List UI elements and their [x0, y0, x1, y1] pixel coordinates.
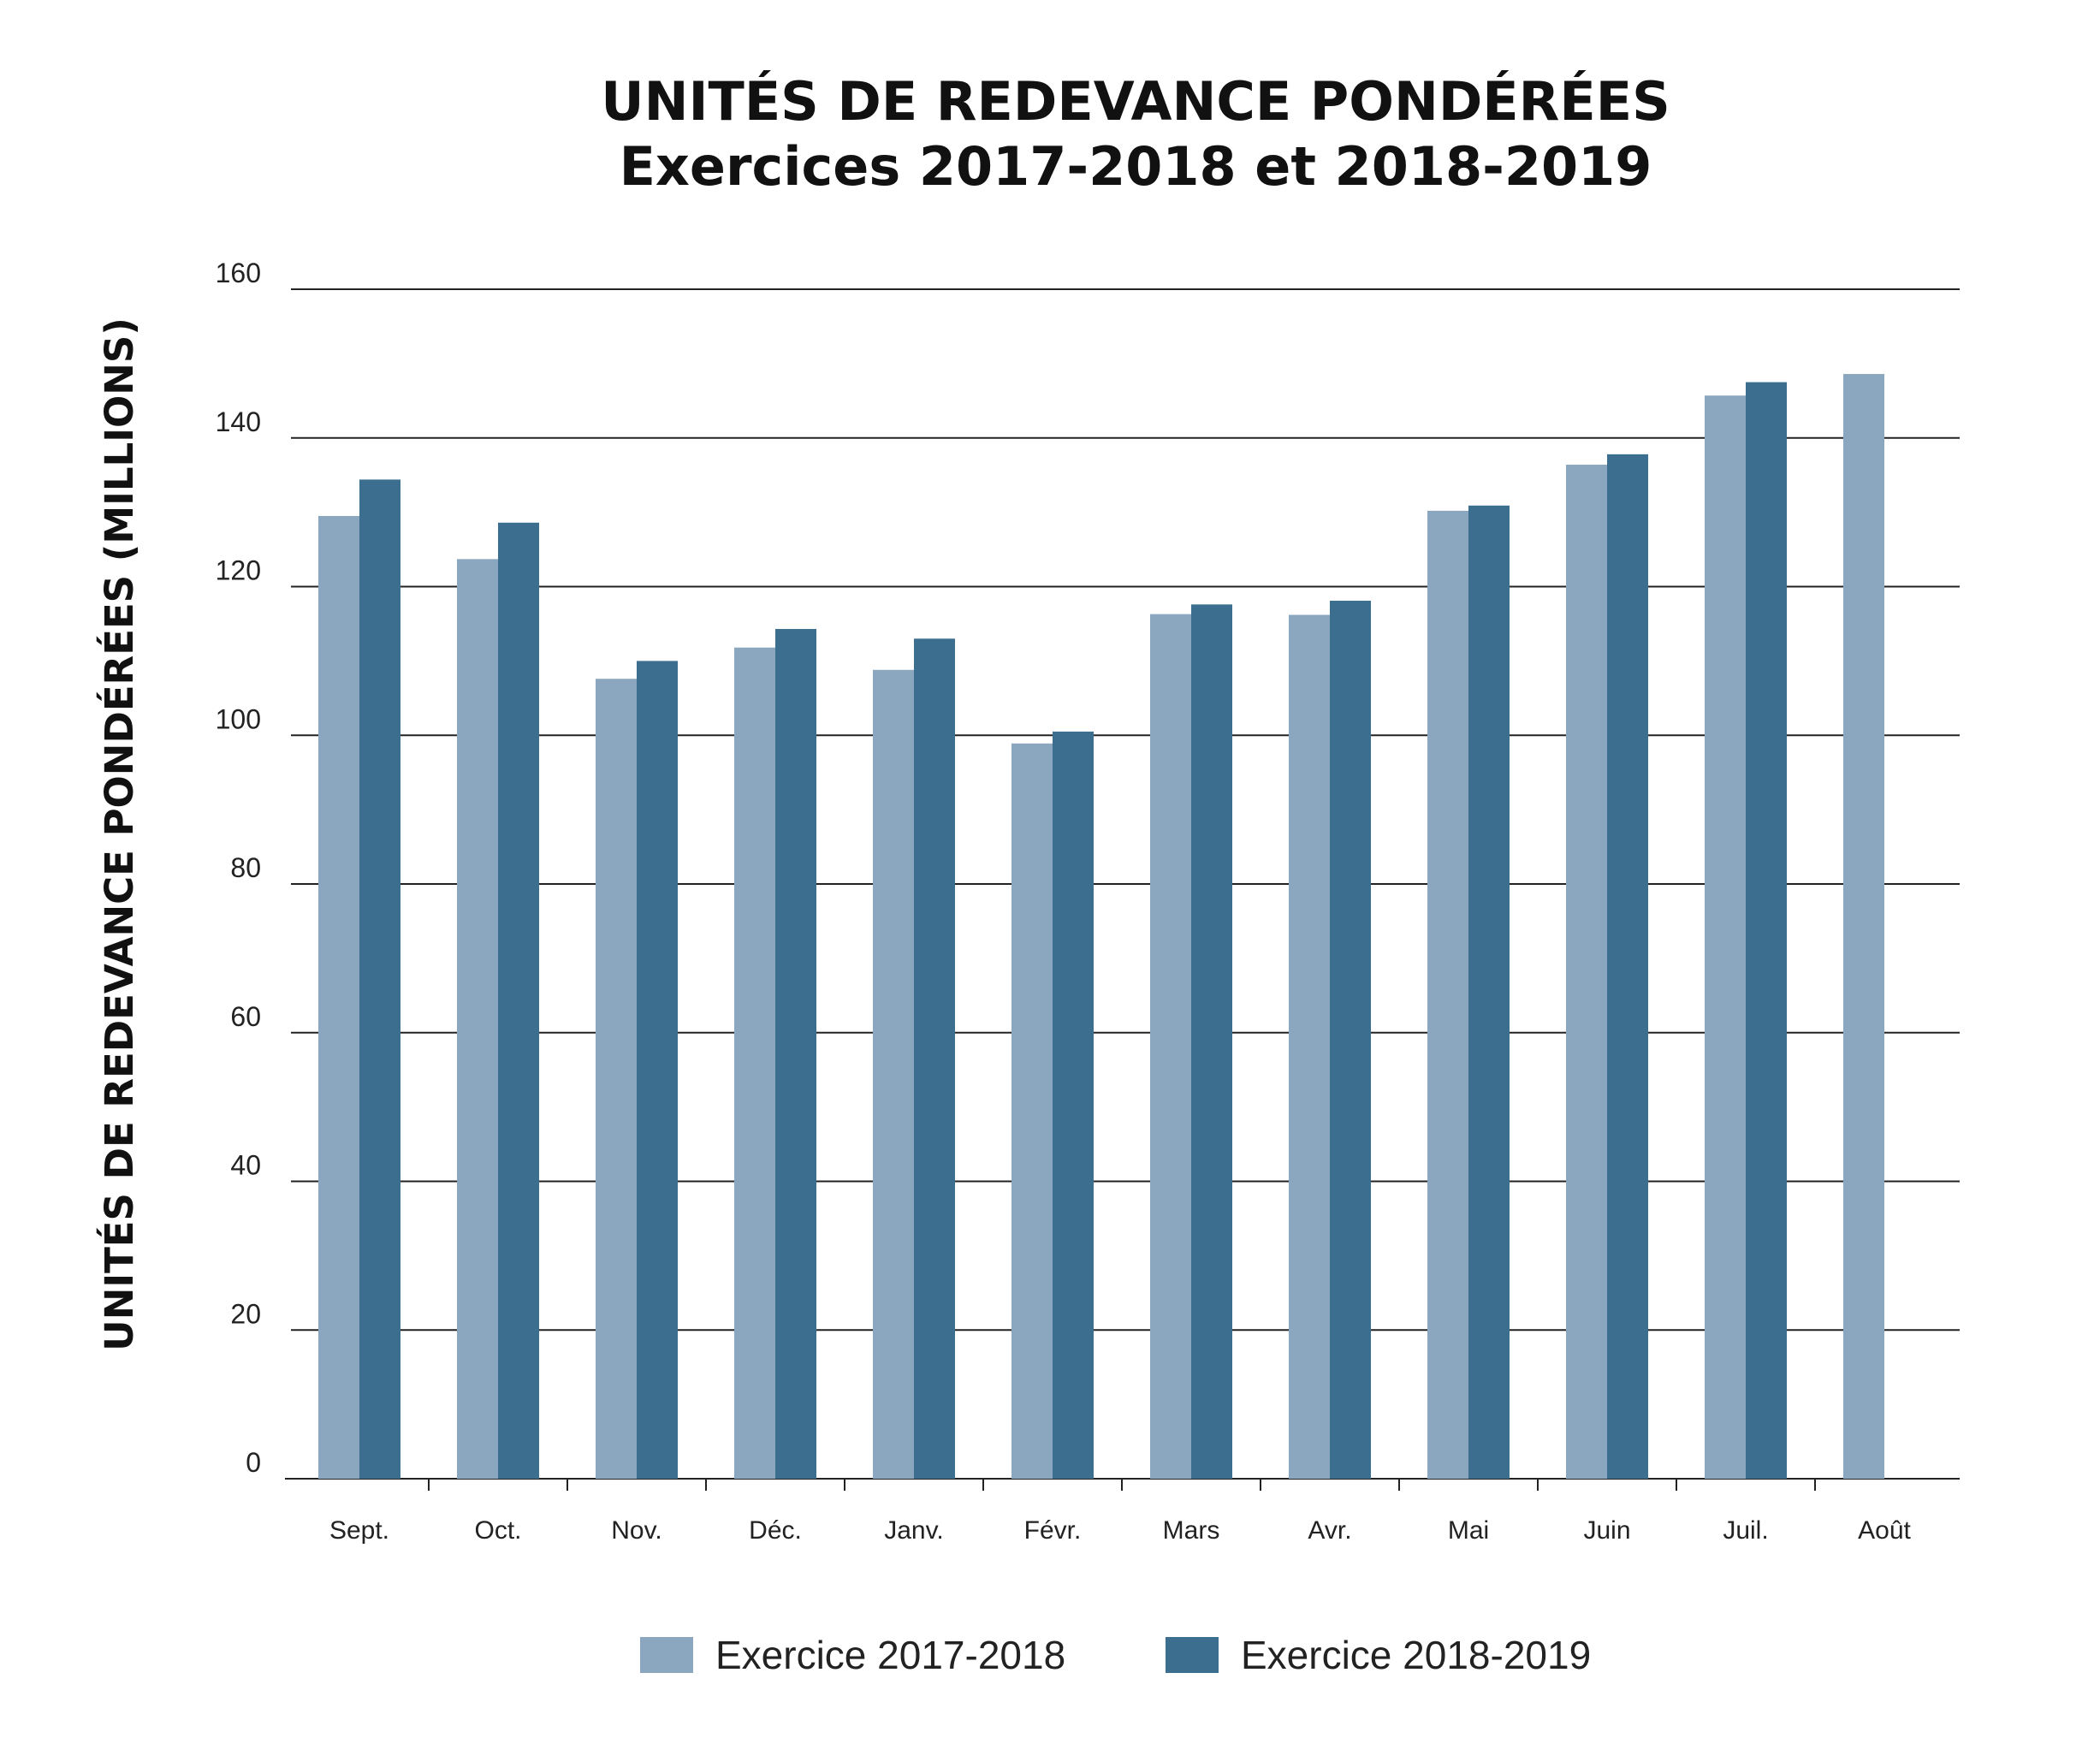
- gridlines: [285, 288, 1960, 1480]
- bar-fy2017-2018-9: [1566, 465, 1607, 1479]
- x-tick-label: Avr.: [1308, 1516, 1351, 1545]
- y-axis-label: UNITÉS DE REDEVANCE PONDÉRÉES (MILLIONS): [97, 317, 142, 1351]
- chart-subtitle: Exercices 2017-2018 et 2018-2019: [620, 135, 1652, 198]
- x-tick-label: Févr.: [1024, 1516, 1082, 1545]
- x-tick-labels: Sept. Oct. Nov. Déc. Janv. Févr. Mars Avr. Mai Ju…: [329, 1516, 1912, 1545]
- bar-fy2017-2018-8: [1427, 510, 1468, 1480]
- x-tick-label: Mai: [1448, 1516, 1489, 1545]
- x-tick-label: Juil.: [1723, 1516, 1768, 1545]
- y-tick-label: 40: [230, 1150, 261, 1181]
- bar-fy2018-2019-6: [1191, 604, 1232, 1479]
- y-tick-label: 140: [216, 406, 261, 437]
- y-tick-label: 120: [216, 555, 261, 586]
- legend: Exercice 2017-2018 Exercice 2018-2019: [640, 1633, 1591, 1677]
- bar-fy2018-2019-4: [914, 638, 955, 1479]
- bar-fy2018-2019-9: [1607, 454, 1648, 1479]
- x-tick-label: Mars: [1163, 1516, 1220, 1545]
- x-tick-label: Nov.: [611, 1516, 661, 1545]
- bar-fy2018-2019-0: [359, 479, 400, 1479]
- y-tick-label: 0: [246, 1447, 261, 1478]
- legend-swatch: [1166, 1637, 1219, 1673]
- bar-fy2018-2019-3: [775, 629, 816, 1479]
- bar-fy2018-2019-8: [1468, 505, 1510, 1479]
- bar-fy2017-2018-4: [873, 669, 914, 1479]
- chart-title: UNITÉS DE REDEVANCE PONDÉRÉES: [601, 70, 1670, 133]
- bar-fy2018-2019-5: [1053, 731, 1094, 1479]
- bars: [318, 374, 1884, 1480]
- legend-label: Exercice 2017-2018: [715, 1633, 1065, 1677]
- bar-fy2018-2019-2: [637, 661, 678, 1479]
- y-tick-label: 80: [230, 852, 261, 883]
- bar-fy2017-2018-0: [318, 515, 359, 1479]
- x-tick-label: Sept.: [329, 1516, 389, 1545]
- bar-fy2017-2018-11: [1843, 374, 1884, 1480]
- bar-fy2017-2018-5: [1011, 743, 1053, 1479]
- x-tick-label: Oct.: [474, 1516, 521, 1545]
- y-tick-label: 160: [216, 258, 261, 288]
- bar-fy2017-2018-2: [596, 679, 637, 1479]
- y-tick-label: 60: [230, 1001, 261, 1032]
- x-tick-label: Juin: [1583, 1516, 1630, 1545]
- x-tick-label: Déc.: [749, 1516, 802, 1545]
- x-tick-label: Janv.: [884, 1516, 943, 1545]
- y-tick-label: 20: [230, 1298, 261, 1329]
- bar-fy2018-2019-10: [1746, 382, 1787, 1479]
- bar-fy2018-2019-7: [1330, 601, 1371, 1479]
- bar-fy2017-2018-6: [1150, 614, 1191, 1479]
- legend-label: Exercice 2018-2019: [1241, 1633, 1591, 1677]
- bar-fy2017-2018-10: [1705, 395, 1746, 1480]
- bar-fy2018-2019-1: [498, 522, 539, 1479]
- bar-fy2017-2018-3: [734, 647, 775, 1479]
- bar-fy2017-2018-1: [457, 559, 498, 1480]
- bar-fy2017-2018-7: [1289, 614, 1330, 1479]
- x-tick-label: Août: [1858, 1516, 1911, 1545]
- y-tick-label: 100: [216, 703, 261, 734]
- x-axis: [428, 1479, 1816, 1491]
- legend-swatch: [640, 1637, 693, 1673]
- y-tick-labels: 0 20 40 60 80 100 120 140 160: [216, 258, 261, 1478]
